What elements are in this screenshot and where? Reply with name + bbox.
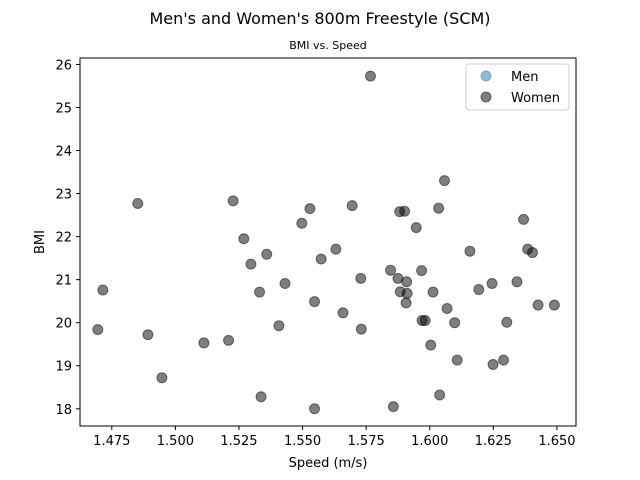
data-point-women-38: [419, 315, 431, 327]
chart-subtitle: BMI vs. Speed: [289, 39, 367, 52]
chart-title: Men's and Women's 800m Freestyle (SCM): [149, 9, 490, 28]
data-point-women-25: [364, 70, 376, 82]
data-point-women-19: [315, 253, 327, 265]
data-point-women-49: [486, 278, 498, 290]
data-point-women-36: [416, 265, 428, 277]
y-tick-label: 25: [55, 101, 72, 116]
data-point-women-27: [387, 401, 399, 413]
data-points: [92, 70, 560, 415]
data-point-women-44: [441, 303, 453, 314]
data-point-women-51: [498, 354, 510, 366]
data-point-women-13: [273, 320, 285, 332]
x-tick-label: 1.475: [93, 434, 130, 449]
data-point-women-12: [261, 248, 273, 260]
data-point-women-53: [511, 276, 523, 288]
data-point-women-5: [198, 337, 210, 349]
data-point-women-11: [255, 391, 267, 403]
plot-area-frame: [79, 57, 577, 427]
x-tick-label: 1.600: [411, 434, 448, 449]
data-point-women-8: [238, 233, 250, 245]
data-point-women-23: [355, 272, 367, 284]
data-point-women-3: [142, 329, 154, 341]
y-tick-label: 23: [55, 188, 72, 203]
data-point-women-6: [223, 334, 235, 346]
y-axis-ticks: 18 19 20 21 22 23 24 25 26: [55, 58, 80, 418]
data-point-women-31: [399, 205, 411, 217]
y-tick-label: 24: [55, 145, 72, 160]
data-point-women-57: [532, 299, 544, 311]
y-tick-label: 22: [55, 231, 72, 246]
y-tick-label: 18: [55, 403, 72, 418]
legend: Men Women: [465, 63, 570, 111]
y-tick-label: 19: [55, 360, 72, 375]
data-point-women-56: [527, 247, 538, 259]
data-point-women-50: [487, 358, 499, 370]
data-point-women-35: [410, 222, 422, 234]
x-tick-label: 1.625: [475, 434, 512, 449]
data-point-women-15: [296, 217, 308, 229]
x-axis-ticks: 1.475 1.500 1.525 1.550 1.575 1.600 1.625 1.650: [93, 426, 576, 449]
data-point-women-17: [309, 296, 321, 308]
data-point-women-52: [501, 316, 513, 328]
data-point-women-58: [548, 299, 560, 311]
y-axis-label: BMI: [33, 230, 48, 254]
data-point-women-14: [279, 278, 291, 290]
data-point-women-21: [337, 307, 349, 319]
x-tick-label: 1.650: [538, 434, 575, 449]
x-tick-label: 1.550: [284, 434, 321, 449]
data-point-women-32: [400, 297, 412, 309]
data-point-women-24: [355, 323, 367, 335]
data-point-women-2: [132, 197, 144, 209]
data-point-women-16: [304, 203, 316, 215]
data-point-women-10: [254, 286, 266, 298]
data-point-women-45: [449, 317, 461, 329]
data-point-women-20: [330, 243, 342, 255]
x-axis-label: Speed (m/s): [289, 456, 368, 471]
data-point-women-48: [473, 284, 485, 296]
data-point-women-9: [245, 258, 257, 270]
data-point-women-39: [425, 339, 437, 351]
x-tick-label: 1.525: [220, 434, 257, 449]
y-tick-label: 26: [55, 58, 72, 73]
data-point-women-41: [433, 202, 445, 214]
data-point-women-46: [451, 354, 463, 366]
legend-label-women: Women: [511, 91, 560, 106]
data-point-women-1: [97, 284, 109, 296]
data-point-women-34: [401, 287, 413, 299]
data-point-women-18: [309, 403, 321, 415]
legend-marker-men: [480, 70, 492, 82]
legend-marker-women: [480, 91, 492, 103]
data-point-women-43: [439, 175, 450, 187]
data-point-women-40: [427, 286, 439, 298]
data-point-women-7: [227, 195, 239, 207]
legend-box: [465, 63, 570, 111]
data-point-women-47: [464, 245, 476, 257]
legend-label-men: Men: [511, 70, 538, 85]
data-point-women-42: [434, 389, 446, 401]
data-point-women-26: [385, 264, 397, 276]
data-point-women-33: [401, 276, 413, 288]
x-tick-label: 1.500: [157, 434, 194, 449]
x-tick-label: 1.575: [348, 434, 385, 449]
data-point-women-54: [518, 213, 530, 225]
data-point-women-0: [92, 324, 104, 336]
y-tick-label: 20: [55, 317, 72, 332]
y-tick-label: 21: [55, 274, 72, 289]
data-point-women-4: [156, 372, 168, 384]
data-point-women-22: [346, 200, 358, 212]
